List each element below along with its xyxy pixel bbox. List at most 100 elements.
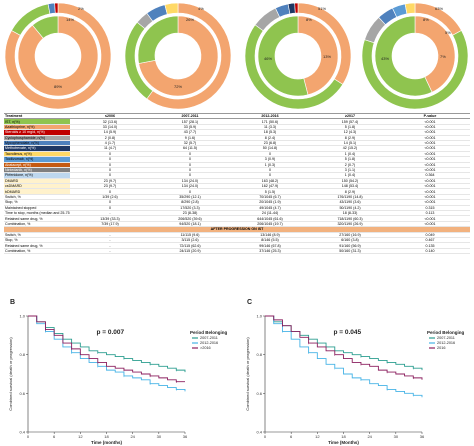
- table-cell: 0: [189, 157, 191, 162]
- table-cell: 33 (5.9): [183, 124, 197, 129]
- table-cell: 11 (3.3): [263, 124, 277, 129]
- row-label: Tacrolimus, n(%): [4, 151, 70, 157]
- table-cell: 1 (0.4): [344, 173, 356, 178]
- table-cell: 718/1190 (60.3): [337, 216, 363, 221]
- p-value-annotation: p = 0.007: [97, 329, 125, 336]
- x-tick-label: 24: [130, 434, 135, 439]
- table-row: Cyclophosphamide, n(%) 2 (0.8) 9 (1.6) 8 (2…: [4, 135, 470, 141]
- table-cell: 0: [189, 189, 191, 194]
- table-cell: 0.140: [425, 248, 435, 253]
- row-label: Stop, %: [5, 200, 18, 205]
- table-cell: 1/39 (2.6): [102, 195, 118, 199]
- row-label: IST, n(%): [4, 118, 70, 125]
- table-cell: 14 (5.9): [103, 130, 117, 135]
- table-cell: 0: [269, 168, 271, 173]
- column-header: 2012-2016: [230, 112, 310, 120]
- row-label: Maintained stopped: [5, 205, 37, 210]
- survival-curve: [265, 315, 423, 380]
- y-tick-label: 1.0: [19, 314, 25, 319]
- table-cell: 50/160 (31.3): [339, 248, 361, 253]
- table-row: Switch, % 1/39 (2.6) 35/290 (12.1) 70/1045 …: [4, 194, 470, 200]
- table-row: Mycophenolate, n(%) 4 (1.7) 32 (5.7) 23 (6.…: [4, 140, 470, 146]
- donut-chart: 26% 4% 72%: [124, 2, 232, 110]
- row-label: Steroids ≥ 10 mg/d, n(%): [4, 129, 70, 136]
- legend-title: Period Belonging: [427, 330, 465, 335]
- x-tick-label: 18: [104, 434, 109, 439]
- legend-entry: 2007-2011: [200, 336, 218, 340]
- x-tick-label: 30: [394, 434, 399, 439]
- donut-inner-slice: [374, 15, 433, 97]
- legend-entry: 2016: [437, 346, 445, 350]
- x-tick-label: 0: [27, 434, 30, 439]
- table-cell: <0.001: [424, 162, 436, 167]
- x-tick-label: 18: [341, 434, 346, 439]
- table-cell: 13/146 (8.9): [260, 232, 280, 237]
- table-cell: 157 (28.1): [181, 119, 199, 124]
- x-tick-label: 24: [367, 434, 372, 439]
- table-row: Switch, % - 11/115 (9.6) 13/146 (8.9) 27/160…: [4, 232, 470, 238]
- table-cell: 23 (9.7): [103, 178, 117, 183]
- table-row: Abatacept, n(%) 0 0 1 (0.3) 2 (0.7) <0.001: [4, 162, 470, 168]
- donut-inner-label: 89%: [54, 84, 62, 89]
- table-row: Maintained stopped 0 17/520 (3.3) 49/1045 (…: [4, 205, 470, 211]
- table-cell: 24/115 (20.9): [179, 248, 201, 253]
- donut-inner-slice: [414, 15, 456, 93]
- table-cell: <0.001: [424, 151, 436, 156]
- survival-panel-b: B 0.4 0.6 0.8 1.0 0 6 12 18 24 30 36 Time (months) Co…: [0, 292, 237, 446]
- row-label: Combination, %: [5, 221, 31, 226]
- table-cell: 64 (11.5): [182, 146, 198, 151]
- table-cell: -: [109, 238, 111, 243]
- y-axis-label: Combined survival (death or progression): [8, 337, 13, 411]
- row-label: Nintedanib, n(%): [4, 167, 70, 173]
- column-header: P-value: [390, 112, 470, 120]
- x-tick-label: 30: [157, 434, 162, 439]
- table-row: Pirfenidone, n(%) 0 0 0 1 (0.4) 0.364: [4, 172, 470, 179]
- table-cell: 99/146 (67.8): [259, 243, 281, 248]
- table-row: Time to stop, months (median and 25-75 I…: [4, 211, 470, 216]
- y-tick-label: 0.4: [19, 430, 25, 435]
- row-label: Cyclophosphamide, n(%): [4, 135, 70, 141]
- legend-entry: >2016: [200, 346, 211, 350]
- table-cell: 94/520 (18.1): [179, 221, 201, 226]
- legend-entry: 2012-2016: [200, 341, 218, 345]
- table-cell: 8 (2.4): [264, 135, 276, 140]
- row-label: Switch, %: [5, 195, 21, 199]
- y-tick-label: 0.6: [256, 391, 262, 396]
- x-tick-label: 0: [264, 434, 267, 439]
- table-cell: 33 (14.0): [102, 124, 118, 129]
- table-row: Nintedanib, n(%) 0 0 0 3 (1.1) <0.001: [4, 167, 470, 173]
- table-cell: 0: [189, 173, 191, 178]
- donut-chart: 8% 51% 46% 13%: [244, 2, 352, 110]
- table-cell: 2 (0.7): [344, 162, 356, 167]
- y-tick-label: 0.4: [256, 430, 262, 435]
- y-axis-label: Combined survival (death or progression): [245, 337, 250, 411]
- table-cell: 0.364: [425, 173, 435, 178]
- column-header: 2007-2011: [150, 112, 230, 120]
- table-cell: 0.467: [425, 238, 435, 243]
- table-cell: 644/1045 (61.6): [257, 216, 283, 221]
- row-label: Retained same drug, %: [5, 243, 43, 248]
- table-cell: 18 (5.3): [263, 130, 277, 135]
- table-row: Retained same drug, % - 72/115 (62.6) 99/14…: [4, 243, 470, 249]
- table-cell: 1 (0.3): [264, 162, 276, 167]
- table-row: Stop, % 0 8/290 (2.8) 20/1045 (1.9) 43/1190 …: [4, 200, 470, 206]
- donut-inner-slice: [297, 15, 339, 96]
- table-cell: 20/1045 (1.9): [259, 200, 281, 205]
- table-cell: 148 (53.4): [341, 184, 359, 189]
- table-cell: 50 (14.8): [262, 146, 278, 151]
- row-label: bDMARD: [4, 188, 70, 195]
- table-cell: 3 (0.9): [264, 157, 276, 162]
- section-label: AFTER PROGRESSION ON IST: [4, 226, 470, 233]
- table-cell: 49/1045 (4.7): [259, 205, 281, 210]
- table-cell: 11 (4.7): [103, 146, 117, 151]
- table-row: Retained same drug, % 13/39 (33.3) 206/520…: [4, 216, 470, 222]
- donut-inner-slice: [17, 15, 99, 97]
- table-cell: 0.113: [425, 211, 435, 216]
- section-row: AFTER PROGRESSION ON IST: [4, 226, 470, 233]
- table-row: DMARD 23 (9.7) 134 (24.0) 163 (48.2) 150 (54…: [4, 178, 470, 184]
- donut-outer-label: 14%: [66, 17, 74, 22]
- donut-inner-slice: [138, 15, 219, 97]
- table-row: Stop, % - 3/115 (2.6) 8/146 (5.5) 6/160 (3.8…: [4, 237, 470, 243]
- table-row: Tacrolimus, n(%) 0 0 0 1 (0.4) <0.001: [4, 151, 470, 157]
- x-tick-label: 12: [315, 434, 320, 439]
